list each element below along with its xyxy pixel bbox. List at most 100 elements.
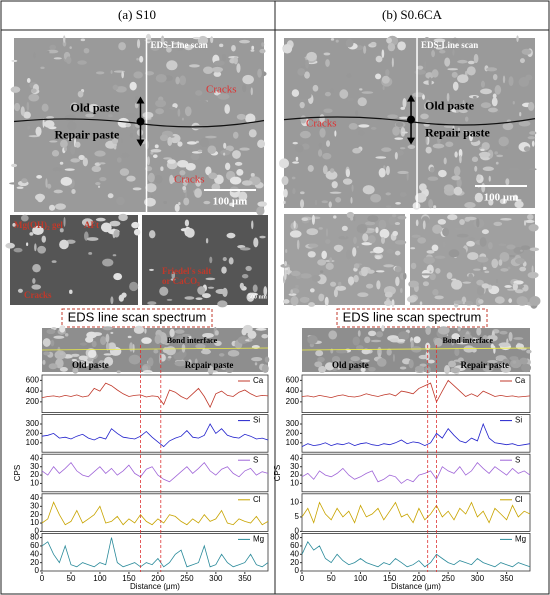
grain (29, 232, 34, 236)
grain (323, 108, 333, 113)
grain (333, 215, 337, 219)
grain (463, 345, 475, 353)
grain (434, 337, 443, 347)
grain (108, 114, 113, 118)
grain (184, 106, 192, 117)
grain (102, 326, 113, 331)
grain (459, 109, 468, 114)
grain (261, 333, 269, 339)
grain (480, 148, 485, 152)
grain (153, 349, 159, 354)
grain (133, 71, 143, 79)
grain (323, 52, 331, 56)
grain (143, 370, 153, 374)
grain (121, 152, 130, 158)
grain (516, 296, 528, 306)
grain (433, 38, 446, 43)
x-tick-label: 50 (67, 574, 76, 583)
grain (91, 340, 97, 348)
grain (491, 258, 499, 269)
grain (43, 351, 50, 356)
grain (179, 170, 186, 176)
grain (236, 169, 244, 176)
grain (394, 137, 404, 140)
grain (360, 367, 366, 372)
grain (42, 118, 45, 128)
grain (70, 102, 79, 112)
grain (17, 288, 23, 293)
grain (129, 281, 139, 292)
grain (203, 66, 214, 75)
grain (207, 145, 217, 155)
grain (527, 136, 536, 140)
grain (281, 176, 289, 186)
grain (506, 288, 516, 291)
x-axis-label: Distance (μm) (391, 582, 441, 591)
grain (141, 337, 152, 344)
grain (169, 328, 175, 338)
grain (127, 335, 132, 339)
grain (425, 146, 432, 154)
grain (317, 149, 323, 157)
x-tick-label: 200 (412, 574, 426, 583)
grain (389, 338, 401, 343)
grain (407, 144, 416, 149)
grain (197, 149, 203, 153)
grain (239, 247, 251, 251)
grain (424, 60, 427, 70)
grain (352, 247, 357, 257)
grain (446, 272, 453, 280)
grain (59, 352, 64, 356)
spectrum-title: EDS line scan spectrum (68, 309, 207, 324)
grain (48, 363, 58, 370)
grain (247, 330, 257, 339)
grain (526, 349, 532, 354)
grain (37, 245, 47, 254)
grain (442, 241, 446, 248)
grain (163, 201, 168, 205)
grain (347, 276, 355, 285)
grain (346, 211, 355, 219)
grain (131, 221, 140, 229)
y-tick-label: 600 (26, 375, 40, 384)
grain (88, 252, 93, 255)
grain (345, 249, 352, 260)
grain (515, 289, 524, 294)
inset-label: 500 nm (248, 294, 267, 300)
scan-trace (41, 347, 269, 351)
grain (213, 60, 225, 66)
spectrum-title: EDS line scan spectrum (343, 309, 482, 324)
grain (71, 188, 76, 194)
grain (324, 91, 331, 97)
grain (118, 213, 128, 222)
grain (317, 356, 325, 363)
grain (295, 144, 304, 153)
grain (330, 38, 335, 41)
grain (528, 224, 539, 232)
grain (394, 240, 407, 245)
grain (175, 334, 186, 344)
grain (150, 43, 160, 51)
grain (292, 161, 299, 164)
grain (129, 342, 134, 352)
grain (75, 141, 81, 148)
grain (422, 220, 426, 230)
y-tick-label: 80 (30, 533, 39, 542)
grain (241, 328, 247, 336)
trace (301, 422, 531, 447)
grain (425, 136, 428, 145)
grain (221, 53, 227, 62)
grain (311, 274, 321, 282)
grain (186, 141, 197, 145)
grain (136, 39, 141, 49)
grain (60, 139, 68, 148)
grain (257, 68, 262, 78)
grain (443, 157, 447, 165)
grain (78, 355, 88, 361)
y-axis-label: CPS (273, 465, 282, 481)
grain (105, 333, 110, 343)
grain (435, 47, 444, 50)
grain (464, 116, 469, 122)
grain (45, 178, 48, 188)
grain (519, 112, 522, 117)
